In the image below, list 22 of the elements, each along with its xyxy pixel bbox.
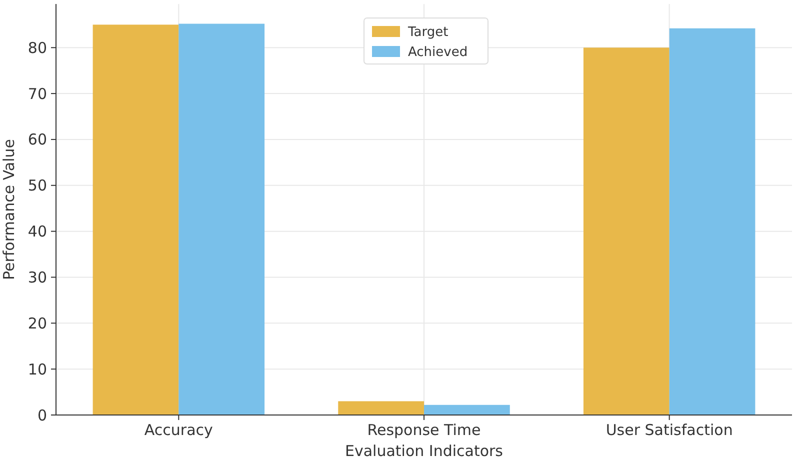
legend-label: Target — [407, 25, 448, 40]
x-tick-label: Response Time — [367, 421, 481, 439]
y-tick-label: 40 — [28, 222, 47, 241]
x-tick-label: User Satisfaction — [606, 421, 733, 439]
y-tick-label: 70 — [28, 84, 47, 103]
legend-label: Achieved — [408, 45, 468, 60]
y-tick-label: 10 — [28, 360, 47, 378]
x-tick-label: Accuracy — [144, 421, 214, 439]
bar — [92, 24, 179, 415]
y-tick-label: 20 — [28, 314, 47, 332]
bar — [669, 28, 756, 415]
y-tick-label: 50 — [28, 176, 47, 195]
y-tick-label: 80 — [28, 38, 47, 57]
y-tick-label: 0 — [37, 406, 47, 424]
bar — [583, 48, 670, 415]
x-axis-title: Evaluation Indicators — [344, 442, 504, 460]
y-axis-title: Performance Value — [0, 138, 18, 280]
bar — [178, 24, 265, 415]
y-tick-label: 30 — [28, 268, 47, 286]
y-tick-label: 60 — [28, 130, 47, 149]
bar — [338, 401, 424, 415]
bar — [424, 404, 510, 415]
